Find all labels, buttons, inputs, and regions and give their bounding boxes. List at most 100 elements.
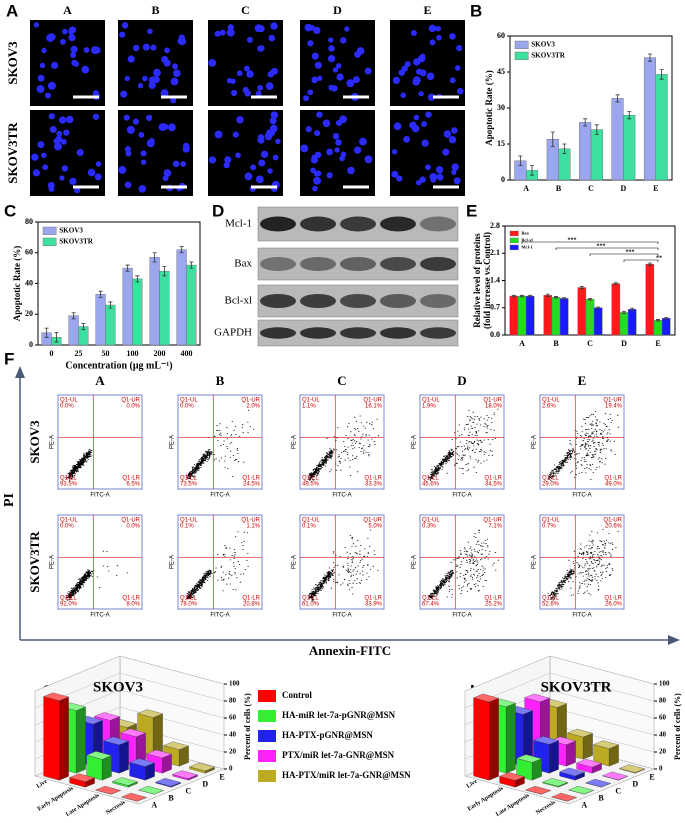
protein-label: Bax [234,258,252,270]
nucleus [37,74,45,82]
nucleus [315,170,322,177]
quadrant-name: Q1-UL [180,398,198,404]
nucleus [311,76,318,84]
significance-bracket [521,241,659,244]
blot-band [340,256,376,272]
nucleus [138,131,145,138]
bar [559,298,569,336]
bar [619,312,629,336]
z-tick-label: 60 [659,714,667,722]
nucleus [148,138,155,144]
nucleus [352,76,360,84]
nucleus [47,181,55,189]
x-tick-label: E [655,339,660,348]
bar [517,295,527,336]
quadrant-name: Q1-LR [484,476,502,482]
error-bar [594,124,599,135]
nucleus [172,160,180,168]
quadrant-percent: 16.1% [365,404,383,410]
bar-3d [576,758,603,774]
quadrant-percent: 45.6% [422,482,440,488]
nucleus [160,89,169,98]
error-bar [627,111,632,120]
nucleus [311,154,317,161]
nucleus [208,156,217,164]
bar [95,294,106,346]
error-bar [630,307,635,311]
bar [186,264,197,346]
x-tick-label: 0 [50,349,54,358]
bar-top [551,792,578,802]
y-tick-label: 30 [497,103,505,112]
quadrant-name: Q1-LL [302,476,319,482]
nucleus [335,139,342,146]
y-channel: PE-A [412,555,418,569]
bar [653,320,663,336]
bar [105,304,116,346]
nucleus [359,137,367,146]
legend-swatch [509,237,519,244]
bar [623,114,636,181]
nucleus [429,172,438,181]
nucleus [246,70,254,78]
nucleus [275,138,281,145]
quadrant-name: Q1-LL [180,476,197,482]
y-arrowhead [15,366,25,378]
nucleus [344,26,350,32]
blot-band [380,293,416,309]
micrograph [390,20,465,106]
bar [525,295,535,336]
nucleus [269,117,277,125]
event-dots [547,528,619,601]
nucleus [224,156,232,164]
quadrant-percent: 78.0% [180,602,198,608]
bar-front [43,696,60,781]
micrograph [118,20,193,106]
bar-top [146,749,173,759]
quadrant-percent: 0.0% [60,524,74,530]
blot-band [340,293,376,309]
nucleus [340,37,347,44]
bar-top [550,736,577,745]
blot-row [257,247,459,281]
nucleus [178,37,187,46]
blot-band [380,327,416,339]
nucleus [54,142,62,151]
blot-band [260,293,296,309]
series-label: A [151,800,157,809]
significance-bracket [623,259,659,262]
nucleus [163,59,171,67]
row-label: SKOV3 [5,41,20,85]
nucleus [208,58,217,67]
bar-3d [585,778,612,788]
bar [577,287,587,336]
nucleus [268,34,276,42]
bar-top [94,712,121,721]
quadrant-name: Q1-LR [604,596,622,602]
nucleus [314,130,321,137]
micrograph-bg [30,110,105,196]
nucleus [308,24,315,31]
bar-top [568,785,595,795]
micrograph [390,110,465,196]
quadrant-name: Q1-UL [60,398,78,404]
quadrant-name: Q1-UL [60,518,78,524]
z-tick-label: 0 [659,765,663,773]
nucleus [300,144,309,153]
blot-band [420,293,456,309]
nucleus [311,52,319,60]
y-tick-label: 15 [497,139,505,148]
quadrant-percent: 52.6% [542,602,560,608]
x-tick-label: E [653,184,658,193]
nucleus [227,24,234,31]
legend-swatch [42,237,57,246]
nucleus [164,47,170,54]
nucleus [142,43,150,51]
legend-label: Bcl-xl [521,237,533,242]
y-tick-label: 40 [25,278,33,287]
nucleus [219,29,226,36]
legend-swatch [258,710,276,722]
